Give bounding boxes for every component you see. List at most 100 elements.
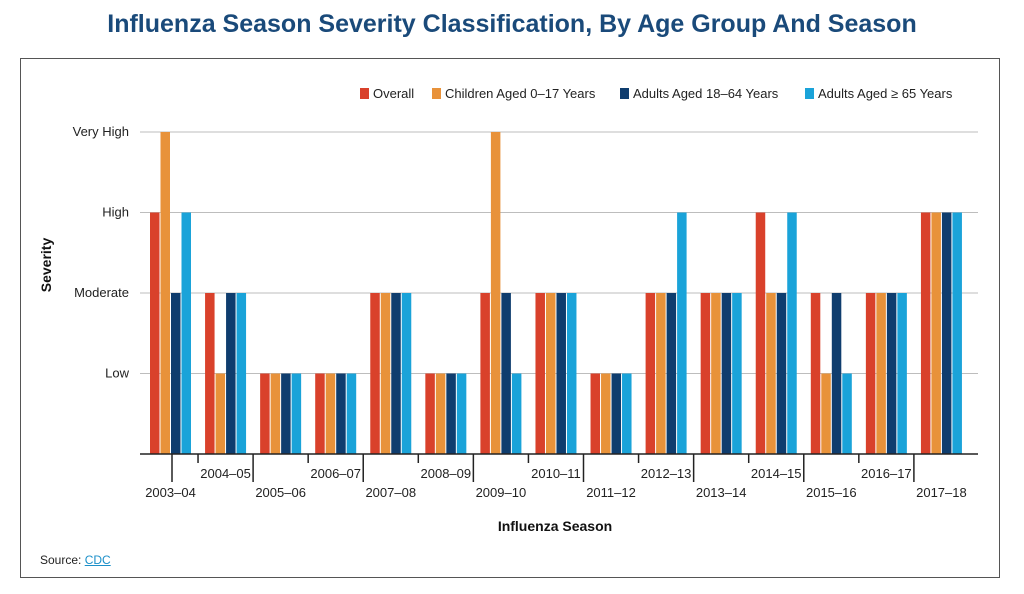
bar: [501, 293, 511, 454]
bar: [171, 293, 181, 454]
bar: [711, 293, 721, 454]
source-note: Source: CDC: [40, 553, 111, 567]
bar: [897, 293, 907, 454]
bar: [656, 293, 666, 454]
bars: [150, 132, 962, 454]
bar: [601, 373, 611, 454]
bar: [590, 373, 601, 454]
bar: [281, 373, 291, 454]
bar: [181, 212, 191, 454]
bar: [721, 293, 732, 454]
bar: [370, 293, 380, 454]
y-tick-label: Moderate: [74, 285, 129, 300]
x-tick-label: 2012–13: [641, 466, 692, 481]
y-tick-label: Low: [105, 366, 129, 381]
bar: [865, 293, 876, 454]
bar: [645, 293, 656, 454]
bar: [776, 293, 787, 454]
y-axis-title: Severity: [38, 238, 54, 293]
bar: [941, 212, 952, 454]
x-tick-label: 2016–17: [861, 466, 912, 481]
x-tick-label: 2014–15: [751, 466, 802, 481]
bar: [666, 293, 677, 454]
bar: [732, 293, 742, 454]
x-tick-label: 2017–18: [916, 485, 967, 500]
bar: [611, 373, 622, 454]
legend-label: Adults Aged ≥ 65 Years: [818, 86, 953, 101]
bar: [435, 373, 446, 454]
bar: [931, 212, 941, 454]
x-tick-label: 2007–08: [365, 485, 416, 500]
bar: [150, 212, 160, 454]
bar: [425, 373, 435, 454]
bar: [480, 293, 490, 454]
bar: [325, 373, 336, 454]
bar: [831, 293, 842, 454]
x-tick-label: 2005–06: [255, 485, 306, 500]
legend-label: Adults Aged 18–64 Years: [633, 86, 779, 101]
bar: [566, 293, 577, 454]
bar: [160, 132, 170, 454]
bar: [952, 212, 962, 454]
bar: [876, 293, 886, 454]
bar: [700, 293, 711, 454]
bar: [336, 373, 346, 454]
chart-frame: [20, 58, 1000, 578]
x-tick-label: 2009–10: [476, 485, 527, 500]
x-tick-label: 2008–09: [421, 466, 472, 481]
x-tick-label: 2006–07: [310, 466, 361, 481]
bar: [291, 373, 302, 454]
bar: [490, 132, 501, 454]
bar: [810, 293, 821, 454]
bar: [821, 373, 831, 454]
bar: [842, 373, 852, 454]
x-tick-label: 2004–05: [200, 466, 251, 481]
bar: [677, 212, 687, 454]
x-tick-label: 2011–12: [586, 485, 636, 500]
bar: [535, 293, 545, 454]
bar: [346, 373, 357, 454]
x-tick-labels: 2003–04 2004–05 2005–06 2006–07 2007–08 2008–…: [145, 466, 967, 500]
x-axis: [140, 453, 978, 482]
bar: [920, 212, 931, 454]
legend-swatch: [620, 88, 629, 99]
source-link[interactable]: CDC: [84, 553, 111, 567]
bar: [270, 373, 281, 454]
x-tick-label: 2010–11: [531, 466, 581, 481]
bar: [766, 293, 776, 454]
legend-label: Children Aged 0–17 Years: [445, 86, 596, 101]
y-tick-label: High: [102, 205, 129, 220]
legend: Overall Children Aged 0–17 Years Adults Ag…: [360, 86, 953, 101]
y-tick-labels: Low Moderate High Very High: [73, 124, 130, 381]
x-axis-title: Influenza Season: [498, 518, 612, 534]
y-tick-label: Very High: [73, 124, 129, 139]
bar: [315, 373, 325, 454]
bar: [787, 212, 797, 454]
bar: [446, 373, 456, 454]
bar: [545, 293, 556, 454]
bar: [380, 293, 391, 454]
bar: [215, 373, 226, 454]
bar: [886, 293, 897, 454]
bar: [226, 293, 236, 454]
bar: [511, 373, 522, 454]
bar: [755, 212, 766, 454]
legend-swatch: [805, 88, 814, 99]
bar: [205, 293, 215, 454]
legend-swatch: [360, 88, 369, 99]
x-tick-label: 2003–04: [145, 485, 196, 500]
bar: [236, 293, 247, 454]
chart-title: Influenza Season Severity Classification…: [107, 10, 917, 38]
x-tick-label: 2015–16: [806, 485, 857, 500]
bar: [401, 293, 412, 454]
legend-swatch: [432, 88, 441, 99]
bar: [556, 293, 566, 454]
bar: [260, 373, 270, 454]
bar: [622, 373, 632, 454]
x-tick-label: 2013–14: [696, 485, 747, 500]
source-label: Source:: [40, 553, 82, 567]
legend-label: Overall: [373, 86, 414, 101]
bar: [391, 293, 401, 454]
bar: [456, 373, 467, 454]
